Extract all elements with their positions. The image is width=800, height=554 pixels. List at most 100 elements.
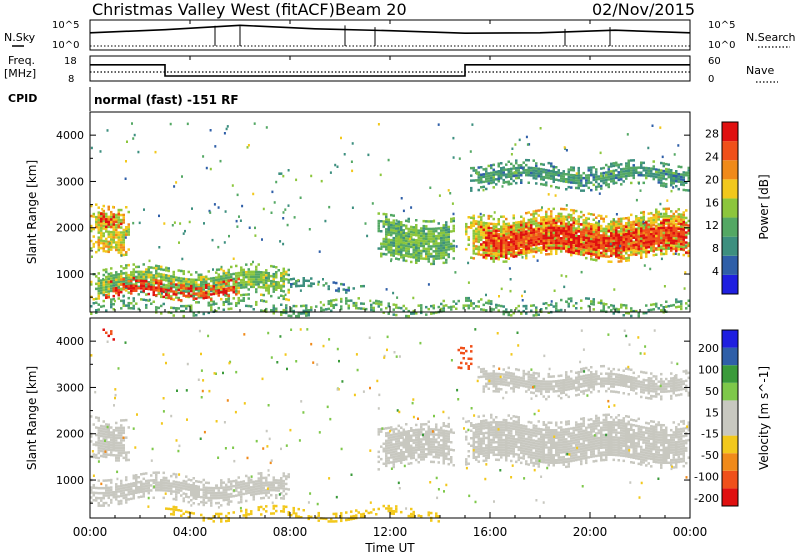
data-region: [470, 158, 690, 192]
nsky-trace: [89, 24, 691, 47]
colorbar-tick-label: 24: [705, 150, 719, 163]
cpid-value: normal (fast) -151 RF: [94, 93, 239, 107]
nsearch-tick-top: 10^5: [708, 20, 735, 31]
nave-label: Nave: [746, 64, 774, 77]
colorbar-swatch: [722, 470, 738, 489]
data-region: [377, 212, 455, 266]
freq-label: Freq.: [8, 54, 35, 67]
colorbar-tick-label: 4: [712, 265, 719, 278]
colorbar-swatch: [722, 418, 738, 436]
data-region: [90, 415, 130, 462]
date-label: 02/Nov/2015: [592, 0, 695, 19]
x-axis-label: Time UT: [364, 541, 415, 554]
velocity-y-axis: 1000 2000 3000 4000: [56, 335, 690, 504]
x-tick-label: 08:00: [273, 525, 308, 539]
colorbar-swatch: [722, 179, 738, 199]
colorbar-frame: [721, 121, 739, 295]
x-tick-label: 20:00: [573, 525, 608, 539]
colorbar-tick-label: 20: [705, 173, 719, 186]
freq-tick-bottom: 8: [68, 74, 74, 85]
colorbar-swatch: [722, 365, 738, 383]
velocity-colorbar: 200 100 50 15 -15 -50 -100 -200: [694, 329, 739, 507]
colorbar-tick-label: 15: [705, 406, 719, 419]
colorbar-swatch: [722, 160, 738, 180]
freq-trace: [90, 64, 690, 77]
y-tick-label: 2000: [56, 428, 84, 441]
colorbar-swatch: [722, 400, 738, 418]
nsky-tick-bottom: 10^0: [52, 40, 79, 51]
velocity-heatmap: [90, 328, 690, 523]
colorbar-swatch: [722, 274, 738, 294]
colorbar-swatch: [722, 488, 738, 506]
y-tick-label: 4000: [56, 335, 84, 348]
colorbar-swatch: [722, 382, 738, 401]
y-tick-label: 3000: [56, 175, 84, 188]
data-region: [465, 413, 690, 469]
colorbar-swatch: [722, 255, 738, 275]
colorbar-tick-label: 100: [698, 363, 719, 376]
scatter-echoes: [90, 328, 689, 510]
colorbar-tick-label: -50: [701, 449, 719, 462]
colorbar-swatch: [722, 435, 738, 454]
data-region: [100, 212, 123, 229]
time-axis: 00:00 04:00 08:00 12:00 16:00 20:00 00:00: [73, 20, 708, 539]
colorbar-swatch: [722, 236, 738, 256]
beam-label: Beam 20: [335, 0, 407, 19]
x-tick-label: 00:00: [673, 525, 708, 539]
data-region: [477, 364, 690, 401]
colorbar-tick-label: 12: [705, 219, 719, 232]
power-y-axis: 1000 2000 3000 4000: [56, 129, 690, 298]
freq-unit: [MHz]: [4, 67, 36, 80]
data-region: [290, 277, 365, 294]
colorbar-swatch: [722, 198, 738, 218]
nsearch-label: N.Search: [746, 31, 796, 44]
colorbar-tick-label: -15: [701, 428, 719, 441]
y-tick-label: 1000: [56, 268, 84, 281]
data-region: [102, 328, 115, 341]
x-tick-label: 12:00: [373, 525, 408, 539]
series-freq-: [90, 64, 690, 77]
nsky-tick-top: 10^5: [52, 20, 79, 31]
series-n-sky: [89, 24, 691, 35]
colorbar-frame: [721, 329, 739, 507]
data-region: [90, 296, 690, 318]
colorbar-tick-label: 16: [705, 196, 719, 209]
x-tick-label: 04:00: [173, 525, 208, 539]
power-ylabel: Slant Range [km]: [25, 160, 39, 264]
data-region: [105, 277, 240, 302]
nave-tick-bottom: 0: [708, 74, 714, 85]
x-tick-label: 16:00: [473, 525, 508, 539]
colorbar-swatch: [722, 330, 738, 348]
power-heatmap: [90, 122, 690, 318]
y-tick-label: 1000: [56, 474, 84, 487]
colorbar-tick-label: -200: [694, 492, 719, 505]
cpid-label: CPID: [8, 92, 37, 105]
colorbar-tick-label: -100: [694, 471, 719, 484]
data-region: [90, 471, 290, 507]
y-tick-label: 4000: [56, 129, 84, 142]
velocity-colorbar-label: Velocity [m s^-1]: [757, 366, 771, 470]
colorbar-tick-label: 50: [705, 385, 719, 398]
x-tick-label: 00:00: [73, 525, 108, 539]
colorbar-tick-label: 28: [705, 127, 719, 140]
y-tick-label: 3000: [56, 381, 84, 394]
data-region: [165, 504, 440, 523]
nsky-panel-frame: [89, 19, 691, 51]
colorbar-swatch: [722, 122, 738, 142]
colorbar-tick-label: 200: [698, 342, 719, 355]
velocity-ylabel: Slant Range [km]: [25, 366, 39, 470]
nave-tick-top: 60: [708, 56, 721, 67]
nsky-label: N.Sky: [4, 31, 36, 44]
y-tick-label: 2000: [56, 222, 84, 235]
colorbar-swatch: [722, 141, 738, 161]
colorbar-swatch: [722, 217, 738, 237]
freq-tick-top: 18: [64, 56, 77, 67]
colorbar-swatch: [722, 453, 738, 471]
data-region: [480, 219, 690, 260]
colorbar-swatch: [722, 347, 738, 366]
nsearch-tick-bottom: 10^0: [708, 40, 735, 51]
data-region: [457, 345, 473, 370]
figure-title: Christmas Valley West (fitACF): [92, 0, 335, 19]
data-region: [377, 420, 455, 471]
